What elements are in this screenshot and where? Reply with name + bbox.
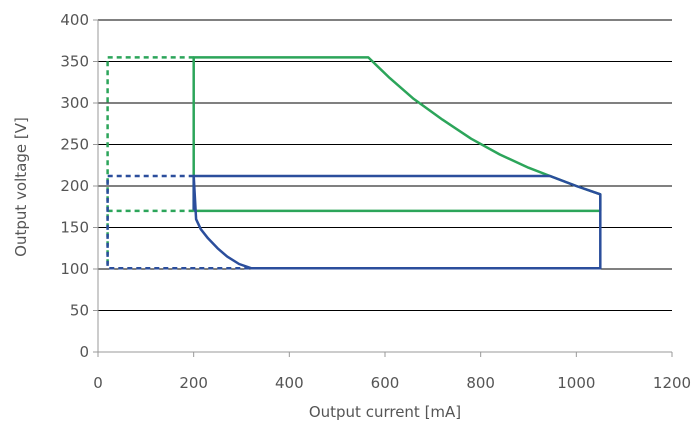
x-tick-label: 1200 — [653, 374, 691, 392]
x-tick-label: 800 — [466, 374, 495, 392]
y-tick-label: 300 — [60, 94, 89, 112]
series-line-2 — [192, 174, 602, 270]
y-tick-label: 100 — [60, 260, 89, 278]
series-line-5 — [106, 174, 252, 270]
y-tick-label: 350 — [60, 53, 89, 71]
y-axis-title: Output voltage [V] — [12, 117, 30, 257]
y-tick-label: 150 — [60, 219, 89, 237]
series-line-3 — [106, 56, 194, 269]
x-tick-label: 0 — [93, 374, 103, 392]
gridlines — [98, 19, 672, 311]
y-tick-label: 400 — [60, 11, 89, 29]
y-tick-label: 0 — [79, 343, 89, 361]
x-tick-label: 200 — [179, 374, 208, 392]
y-tick-label: 50 — [70, 302, 89, 320]
tick-labels: 0 50 100 150 200 250 300 350 400 0 200 400 600 800 100… — [60, 11, 691, 392]
x-tick-label: 600 — [371, 374, 400, 392]
x-tick-label: 1000 — [557, 374, 595, 392]
y-tick-label: 250 — [60, 136, 89, 154]
x-tick-label: 400 — [275, 374, 304, 392]
x-axis-title: Output current [mA] — [309, 403, 461, 421]
y-tick-label: 200 — [60, 177, 89, 195]
axes — [93, 19, 673, 357]
series-group — [106, 56, 602, 270]
series-line-1 — [192, 56, 602, 213]
